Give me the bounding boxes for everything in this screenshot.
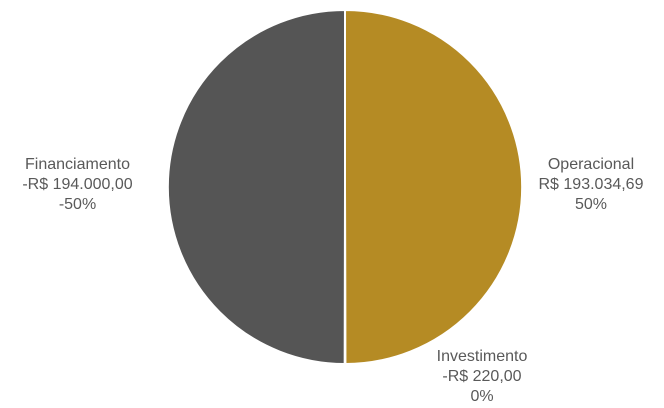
slice-value: -R$ 220,00 bbox=[442, 368, 522, 385]
slice-label-investimento: Investimento -R$ 220,00 0% bbox=[422, 347, 542, 407]
slice-label-operacional: Operacional R$ 193.034,69 50% bbox=[531, 155, 651, 215]
slice-value: -R$ 194.000,00 bbox=[22, 176, 133, 193]
slice-category: Investimento bbox=[436, 348, 528, 365]
slice-label-financiamento: Financiamento -R$ 194.000,00 -50% bbox=[10, 155, 145, 215]
slice-value: R$ 193.034,69 bbox=[538, 176, 644, 193]
pie-slice-operacional bbox=[344, 9, 524, 365]
slice-percent: 50% bbox=[574, 196, 608, 213]
pie-slice-financiamento bbox=[166, 9, 346, 365]
slice-category: Operacional bbox=[547, 156, 635, 173]
slice-percent: -50% bbox=[58, 196, 97, 213]
slice-category: Financiamento bbox=[25, 156, 130, 173]
slice-percent: 0% bbox=[470, 388, 494, 405]
